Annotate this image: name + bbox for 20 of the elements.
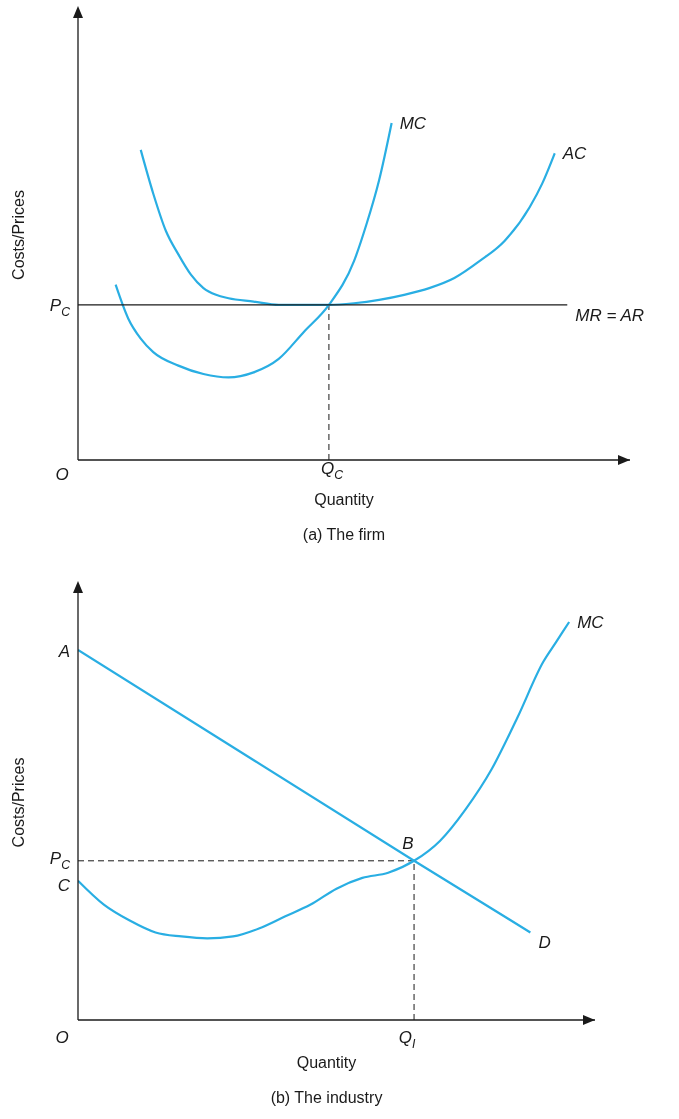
text: P$_{C}$ (49, 849, 71, 872)
text: O (55, 465, 69, 484)
series-label: MC (399, 113, 427, 133)
x-axis-title: Quantity (296, 1054, 357, 1071)
annotation: Q$_{C}$ (320, 459, 344, 482)
text: A (57, 642, 70, 661)
text: (b) The industry (270, 1089, 383, 1106)
annotation: B (402, 834, 414, 853)
x-axis-title: Quantity (314, 491, 374, 508)
text: Q$_{I}$ (398, 1028, 416, 1051)
text: P$_{C}$ (49, 296, 71, 319)
series-label: MC (577, 613, 605, 633)
y-axis-title: Costs/Prices (10, 757, 27, 848)
text: C (57, 876, 71, 895)
series-label: MR = AR (575, 305, 645, 325)
text: O (55, 1028, 69, 1047)
text: (a) The firm (302, 526, 386, 543)
series-label: AC (561, 144, 588, 164)
y-axis-title: Costs/Prices (10, 190, 27, 280)
series-label: D (538, 933, 551, 953)
